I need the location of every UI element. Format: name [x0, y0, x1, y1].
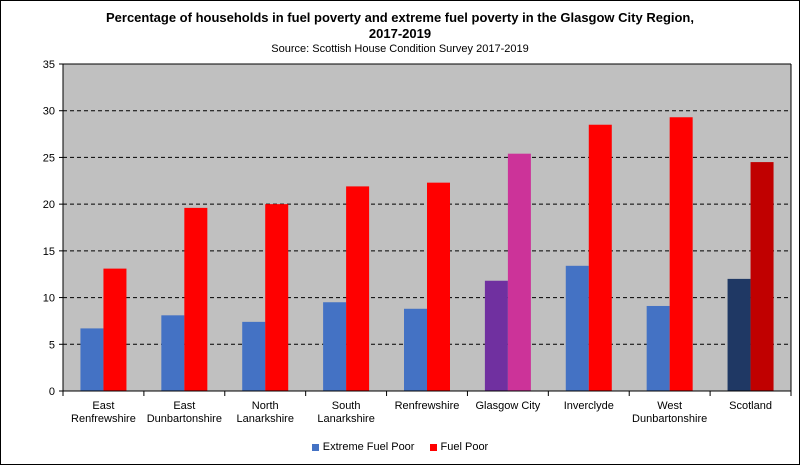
- bar-fuel-poor: [507, 153, 531, 391]
- axes: [62, 63, 792, 396]
- x-category-label: North: [252, 400, 279, 412]
- x-category-labels: EastRenfrewshireEastDunbartonshireNorthL…: [71, 400, 772, 425]
- bar-extreme-fuel-poor: [565, 265, 589, 391]
- x-category-label: Renfrewshire: [71, 413, 136, 425]
- bars: [80, 117, 774, 392]
- y-tick-labels: 0 5 10 15 20 25 30 35: [43, 59, 63, 398]
- legend-label-fuel-poor: Fuel Poor: [440, 441, 489, 453]
- bar-extreme-fuel-poor: [484, 280, 508, 391]
- bar-fuel-poor: [265, 204, 289, 391]
- bar-fuel-poor: [103, 268, 127, 391]
- x-category-label: Dunbartonshire: [147, 413, 222, 425]
- x-category-label: South: [332, 400, 361, 412]
- legend-item-extreme-fuel-poor: Extreme Fuel Poor: [311, 441, 415, 453]
- legend-item-fuel-poor: Fuel Poor: [429, 441, 489, 453]
- bar-extreme-fuel-poor: [404, 308, 427, 391]
- chart-title-line-1: Percentage of households in fuel poverty…: [105, 10, 694, 25]
- legend-label-extreme-fuel-poor: Extreme Fuel Poor: [322, 441, 415, 453]
- x-category-label: West: [657, 400, 682, 412]
- chart-title-line-2: 2017-2019: [368, 26, 432, 41]
- y-tick-label: 30: [43, 106, 55, 118]
- y-tick-label: 35: [43, 59, 55, 71]
- bar-extreme-fuel-poor: [323, 302, 347, 391]
- x-category-label: Lanarkshire: [236, 413, 293, 425]
- x-category-label: Renfrewshire: [395, 400, 460, 412]
- bar-fuel-poor: [427, 182, 450, 391]
- bar-extreme-fuel-poor: [727, 278, 751, 391]
- y-tick-label: 5: [49, 339, 55, 351]
- bar-fuel-poor: [750, 162, 774, 391]
- bar-fuel-poor: [346, 186, 370, 391]
- bar-extreme-fuel-poor: [242, 321, 266, 391]
- y-tick-label: 0: [49, 386, 55, 398]
- bar-extreme-fuel-poor: [161, 315, 185, 391]
- bar-fuel-poor: [184, 207, 208, 391]
- x-category-label: Lanarkshire: [317, 413, 374, 425]
- y-tick-label: 15: [43, 246, 55, 258]
- x-category-label: East: [92, 400, 114, 412]
- bar-extreme-fuel-poor: [646, 305, 670, 391]
- legend-swatch-fuel-poor: [429, 443, 437, 451]
- y-tick-label: 10: [43, 293, 55, 305]
- x-category-label: Inverclyde: [564, 400, 614, 412]
- x-category-label: Scotland: [729, 400, 772, 412]
- legend: Extreme Fuel Poor Fuel Poor: [0, 441, 800, 454]
- chart-title-block: Percentage of households in fuel poverty…: [0, 10, 800, 56]
- y-tick-label: 20: [43, 199, 55, 211]
- bar-fuel-poor: [588, 124, 612, 391]
- x-category-label: Glasgow City: [475, 400, 540, 412]
- x-category-label: East: [173, 400, 195, 412]
- bar-extreme-fuel-poor: [80, 328, 104, 391]
- x-category-label: Dunbartonshire: [632, 413, 707, 425]
- chart-subtitle: Source: Scottish House Condition Survey …: [271, 43, 529, 55]
- bar-fuel-poor: [669, 117, 693, 392]
- legend-swatch-extreme-fuel-poor: [311, 443, 319, 451]
- y-tick-label: 25: [43, 152, 55, 164]
